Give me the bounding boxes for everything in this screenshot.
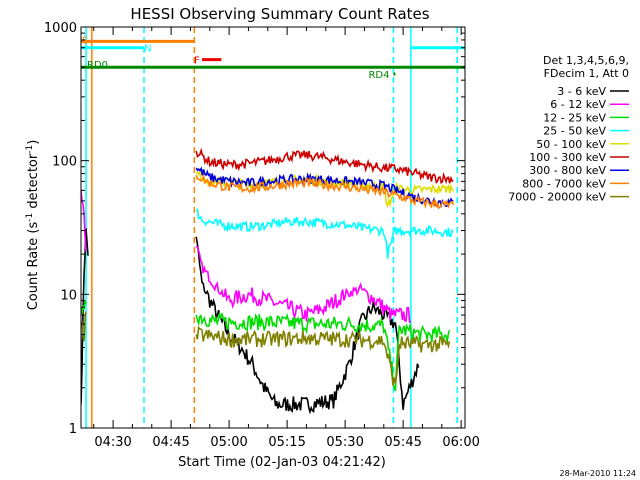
chart-title: HESSI Observing Summary Count Rates [130, 5, 429, 23]
legend-label-5: 100 - 300 keV [529, 151, 606, 164]
flag-bars-layer: S N F RD0 RD4 [81, 35, 465, 81]
x-tick-label-5: 05:45 [384, 435, 421, 450]
series-layer [81, 27, 459, 428]
y-axis-label: Count Rate (s-1 detector-1) [25, 140, 41, 311]
series-line-5 [195, 147, 454, 185]
y-axis-label-sup1: -1 [25, 213, 35, 222]
series-line-7 [195, 173, 455, 210]
x-tick-label-2: 05:00 [210, 435, 247, 450]
x-tick-label-1: 04:45 [152, 435, 189, 450]
series-line-1 [81, 190, 412, 324]
y-tick-label-1: 10 [60, 288, 77, 303]
legend-label-4: 50 - 100 keV [536, 138, 606, 151]
legend-label-3: 25 - 50 keV [543, 125, 606, 138]
legend-label-7: 800 - 7000 keV [522, 177, 606, 190]
flag-label-3: RD0 [87, 60, 108, 71]
x-tick-label-6: 06:00 [442, 435, 479, 450]
y-axis-label-sup2: -1 [25, 145, 35, 154]
legend-label-8: 7000 - 20000 keV [508, 191, 606, 204]
y-axis-label-suffix: ) [26, 140, 41, 145]
y-axis: 1 10 100 1000 [44, 21, 465, 437]
x-tick-label-4: 05:30 [326, 435, 363, 450]
plot-timestamp: 28-Mar-2010 11:24 [560, 469, 637, 478]
x-axis-label: Start Time (02-Jan-03 04:21:42) [178, 455, 386, 470]
series-line-8 [81, 311, 451, 386]
legend-label-2: 12 - 25 keV [543, 111, 606, 124]
plot-frame [80, 26, 466, 429]
flag-label-2: F [194, 56, 200, 67]
y-axis-label-mid: detector [26, 153, 41, 213]
legend: Det 1,3,4,5,6,9,FDecim 1, Att 0 3 - 6 keV… [508, 54, 629, 204]
y-axis-label-prefix: Count Rate (s [26, 222, 41, 311]
legend-label-1: 6 - 12 keV [550, 98, 606, 111]
y-tick-label-3: 1000 [44, 21, 77, 36]
x-axis: 04:30 04:45 05:00 05:15 05:30 05:45 06:00 [93, 27, 480, 450]
y-tick-label-0: 1 [69, 422, 77, 437]
legend-label-0: 3 - 6 keV [557, 85, 606, 98]
legend-label-6: 300 - 800 keV [529, 164, 606, 177]
x-tick-label-0: 04:30 [94, 435, 131, 450]
series-line-3 [195, 207, 454, 259]
legend-header-0: Det 1,3,4,5,6,9, [543, 54, 629, 67]
flag-label-0: S [82, 35, 88, 46]
flag-label-4: RD4 [368, 70, 389, 81]
series-line-0 [81, 228, 420, 415]
legend-header-1: FDecim 1, Att 0 [544, 67, 629, 80]
y-tick-label-2: 100 [52, 155, 77, 170]
flag-label-1: N [144, 44, 151, 55]
x-tick-label-3: 05:15 [268, 435, 305, 450]
